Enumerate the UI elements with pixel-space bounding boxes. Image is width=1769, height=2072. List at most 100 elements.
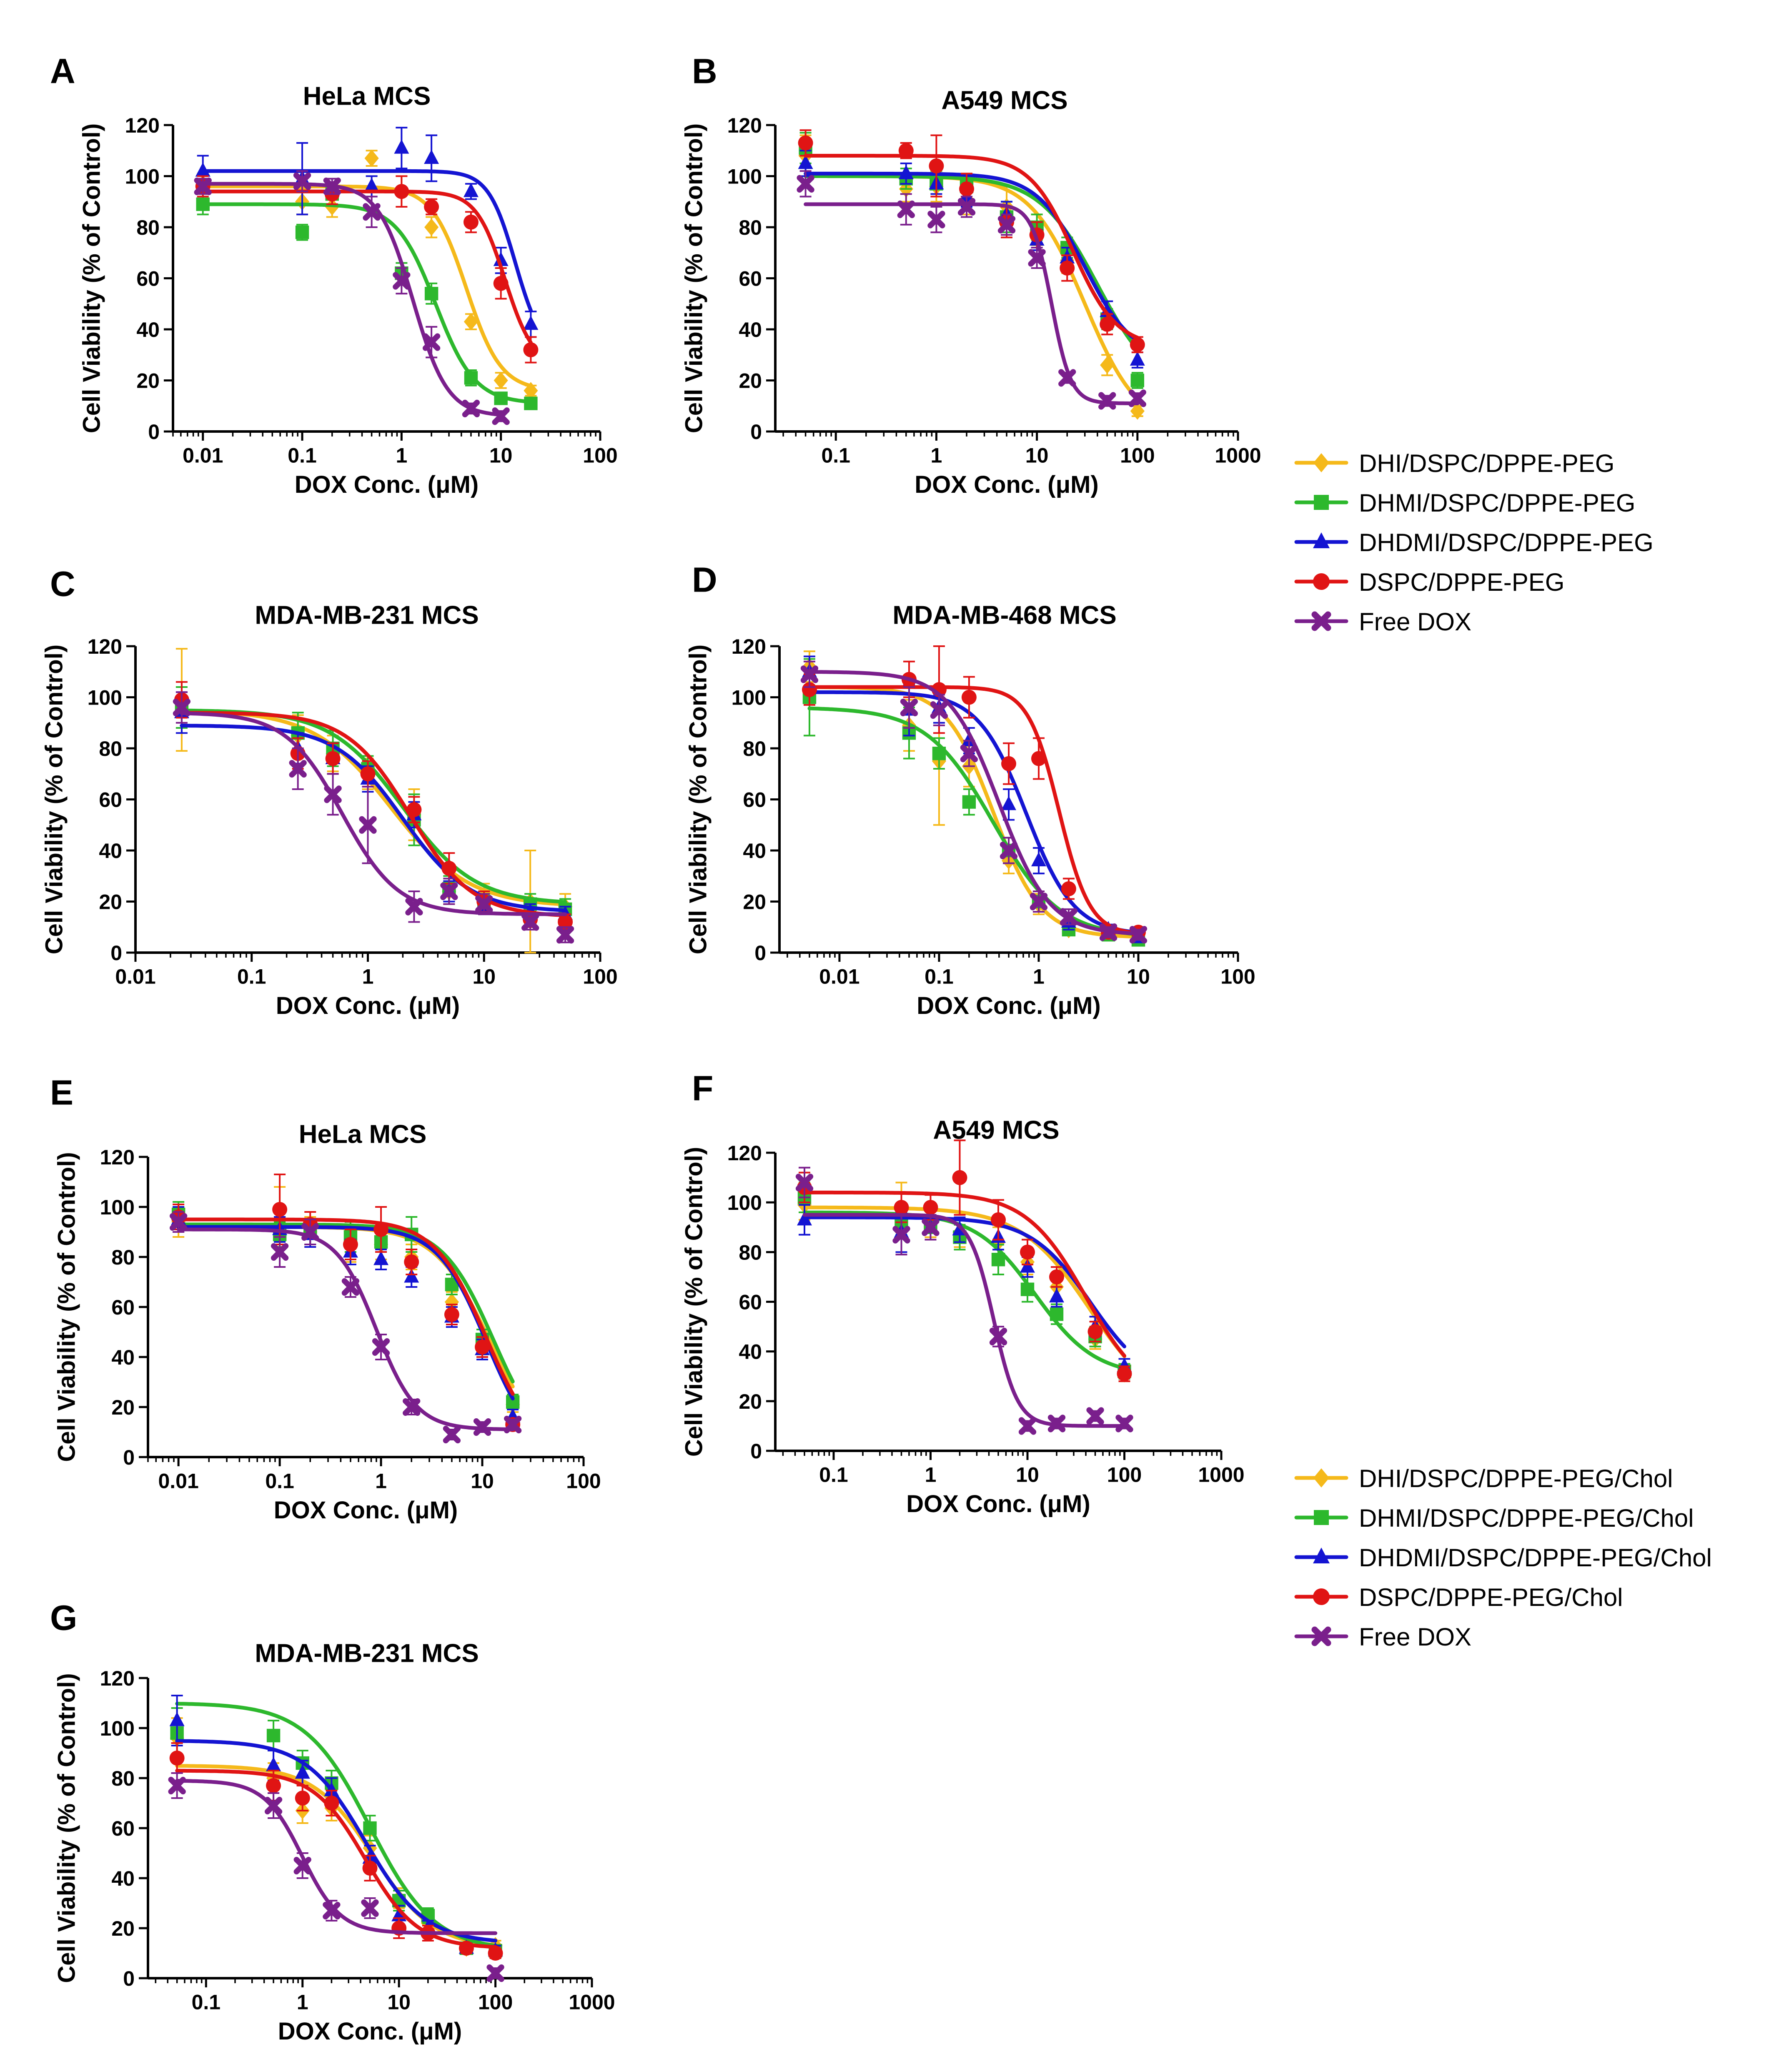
data-point: [173, 698, 191, 717]
fit-curve: [201, 182, 503, 417]
data-point: [475, 1340, 490, 1355]
data-point: [521, 913, 539, 931]
chart-panel-g: G MDA-MB-231 MCS 0 20 40 60 80 100 120 0.1 1 10 100 1…: [50, 1598, 615, 2045]
data-point: [464, 371, 478, 385]
data-point: [1001, 756, 1016, 771]
legend-marker: [1311, 611, 1331, 631]
y-axis-label: Cell Viability (% of Control): [53, 1152, 80, 1462]
data-point: [343, 1237, 358, 1252]
chart-title: A549 MCS: [941, 86, 1067, 115]
data-point: [959, 181, 975, 197]
data-point: [266, 1728, 281, 1743]
y-tick-label: 120: [125, 114, 160, 137]
data-point: [1098, 392, 1116, 410]
y-tick-label: 0: [750, 420, 762, 444]
data-point: [393, 272, 411, 290]
x-axis-label: DOX Conc. (μM): [917, 992, 1100, 1019]
y-tick-label: 100: [125, 165, 160, 188]
data-point: [962, 795, 976, 809]
fit-curve: [807, 685, 1140, 939]
data-point: [1099, 923, 1118, 941]
data-point: [475, 895, 493, 913]
data-point: [403, 1398, 421, 1416]
data-point: [1060, 908, 1078, 926]
data-point: [301, 1223, 319, 1241]
legend-marker: [1313, 1468, 1329, 1488]
y-tick-label: 20: [111, 1917, 135, 1940]
y-tick-label: 80: [111, 1246, 135, 1269]
data-point: [556, 926, 574, 944]
fit-curve: [180, 709, 567, 906]
series-2: [174, 691, 573, 923]
data-point: [361, 1899, 379, 1917]
data-point: [798, 135, 813, 151]
data-point: [1130, 351, 1145, 366]
fit-curve: [175, 1779, 498, 1935]
data-point: [406, 802, 422, 817]
data-point: [341, 1278, 360, 1296]
data-point: [1028, 249, 1046, 267]
y-tick-label: 60: [99, 788, 122, 812]
legend-label: Free DOX: [1359, 608, 1471, 636]
x-axis-label: DOX Conc. (μM): [906, 1490, 1090, 1518]
data-point: [196, 197, 210, 211]
data-point: [1086, 1407, 1104, 1425]
x-axis-label: DOX Conc. (μM): [278, 2018, 462, 2045]
data-point: [1020, 1282, 1035, 1296]
fit-curve: [807, 685, 1140, 936]
y-tick-label: 20: [739, 369, 762, 393]
x-tick-label: 0.1: [925, 965, 954, 988]
fit-curve: [180, 708, 567, 904]
x-tick-label: 10: [1025, 444, 1049, 467]
x-axis-label: DOX Conc. (μM): [276, 992, 460, 1019]
data-point: [441, 860, 457, 876]
panel-letter: G: [50, 1598, 77, 1637]
data-point: [952, 1170, 967, 1185]
legend-1: DHI/DSPC/DPPE-PEG DHMI/DSPC/DPPE-PEG DHDMI…: [1294, 449, 1654, 636]
y-tick-label: 0: [123, 1446, 135, 1469]
data-point: [1130, 374, 1145, 387]
data-point: [991, 1253, 1005, 1267]
data-point: [1031, 751, 1046, 766]
data-point: [898, 165, 914, 179]
y-tick-label: 20: [136, 369, 160, 393]
data-point: [927, 211, 945, 228]
data-point: [444, 1293, 459, 1311]
y-tick-label: 20: [743, 891, 766, 914]
x-tick-label: 10: [1016, 1463, 1039, 1487]
data-point: [462, 399, 480, 418]
data-point: [900, 698, 918, 717]
y-tick-label: 100: [88, 686, 122, 710]
x-tick-label: 1: [396, 444, 407, 467]
y-tick-label: 60: [739, 267, 762, 291]
data-point: [1030, 893, 1048, 911]
data-point: [797, 1211, 812, 1226]
data-point: [266, 1757, 281, 1771]
data-point: [1100, 316, 1115, 332]
x-tick-label: 100: [583, 965, 617, 988]
data-point: [1020, 1258, 1035, 1273]
y-tick-label: 100: [727, 1191, 762, 1214]
data-point: [363, 203, 381, 221]
data-point: [1001, 796, 1016, 810]
data-point: [1020, 1244, 1035, 1260]
y-tick-label: 120: [100, 1667, 135, 1690]
x-tick-label: 0.1: [265, 1470, 294, 1493]
x-tick-label: 10: [472, 965, 496, 988]
y-tick-label: 40: [136, 318, 160, 341]
fit-curve: [180, 724, 567, 912]
data-point: [894, 1200, 909, 1215]
data-point: [957, 198, 976, 216]
data-point: [494, 391, 508, 405]
x-tick-label: 0.1: [237, 965, 266, 988]
x-tick-label: 0.1: [819, 1463, 848, 1487]
legend-label: DHDMI/DSPC/DPPE-PEG: [1359, 529, 1654, 557]
data-point: [1115, 1415, 1133, 1432]
data-point: [997, 216, 1016, 234]
y-tick-label: 80: [739, 216, 762, 239]
y-tick-label: 100: [100, 1196, 135, 1219]
data-point: [372, 1338, 390, 1356]
fit-curve: [802, 1205, 1126, 1358]
x-tick-label: 1: [297, 1991, 308, 2014]
y-tick-label: 120: [732, 635, 766, 658]
